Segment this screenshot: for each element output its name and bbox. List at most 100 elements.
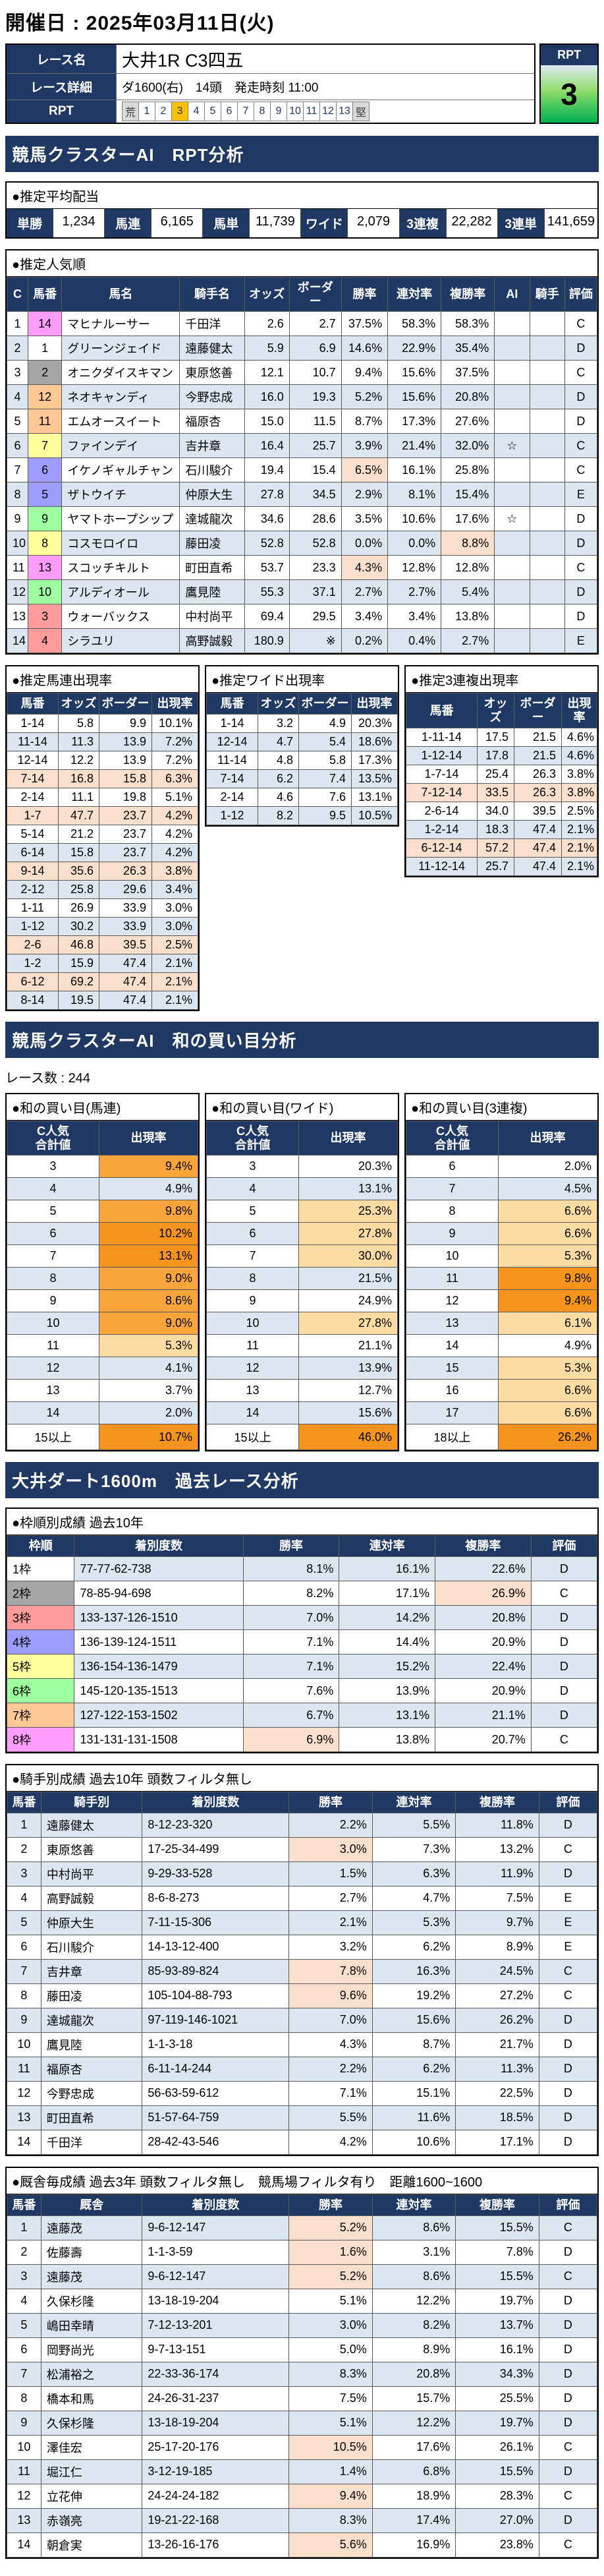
table-row: 3枠 133-137-126-1510 7.0% 14.2% 20.8% D [6, 1605, 598, 1631]
cell-ai [494, 628, 530, 654]
column-header-name: 厩舎 [40, 2194, 143, 2216]
cell-ren: 14.4% [339, 1629, 436, 1655]
cell-name: 佐藤壽 [40, 2239, 143, 2265]
cell-sum: 8 [7, 1267, 99, 1291]
cell-border: 21.5 [514, 727, 562, 747]
cell-odds: 16.8 [58, 769, 99, 789]
page-title: 開催日 : 2025年03月11日(火) [5, 13, 275, 34]
cell-pair: 1-14 [7, 714, 59, 734]
cell-num: 3 [27, 604, 63, 629]
cell-odds: 34.6 [244, 506, 290, 532]
table-row: 14 朝倉実 13-26-16-176 5.6% 16.9% 23.8% C [7, 2532, 598, 2558]
rpt-scale-row: RPT 荒 1 2 3 4 5 6 7 8 9 10 11 12 13 堅 [5, 100, 535, 124]
cell-record: 14-13-12-400 [142, 1934, 290, 1960]
cell-num: 6 [7, 1934, 41, 1960]
table-row: 14 千田洋 28-42-43-546 4.2% 10.6% 17.1% D [7, 2129, 598, 2155]
cell-jockey: 達城龍次 [179, 506, 245, 532]
table-row: 10 澤佳宏 25-17-20-176 10.5% 17.6% 26.1% C [7, 2434, 598, 2460]
cell-rate: 13.1% [351, 788, 398, 807]
table-row: 12 10 アルディオール 鷹見陸 55.3 37.1 2.7% 2.7% 5.4% D [7, 579, 598, 605]
column-header-ren: 連対率 [387, 276, 442, 312]
cell-rate: 8.6% [99, 1289, 198, 1313]
cell-ren: 19.2% [371, 1983, 456, 2008]
table-row: 11-12-14 25.7 47.4 2.1% [406, 856, 597, 876]
table-row: 5枠 136-154-136-1479 7.1% 15.2% 22.4% D [6, 1654, 598, 1680]
cell-odds: 6.2 [258, 769, 299, 789]
cell-rate: 13.5% [351, 769, 398, 789]
cell-pair: 2-14 [206, 788, 258, 807]
cell-fuku: 17.6% [441, 506, 495, 532]
payout-value: 11,739 [250, 209, 302, 237]
cell-kishu [529, 311, 565, 337]
cell-rate: 20.3% [351, 714, 398, 734]
payout-label: 3連単 [497, 209, 545, 237]
cell-eval: D [530, 1678, 598, 1704]
cell-border: 15.8 [99, 769, 152, 789]
table-row: 12 4.1% [7, 1357, 198, 1380]
cell-fuku: 19.7% [455, 2410, 539, 2436]
table-row: 3 中村尚平 9-29-33-528 1.5% 6.3% 11.9% D [7, 1861, 598, 1887]
cell-win: 8.3% [288, 2507, 373, 2533]
cell-eval: C [530, 1727, 598, 1753]
cell-odds: 53.7 [244, 555, 290, 581]
data-table: C人気 合計値 出現率 3 9.4% 4 4.9% 5 9.8% 6 10.2% 7 13.1% 8 9.… [7, 1121, 198, 1451]
cell-rate: 10.1% [151, 714, 198, 734]
cell-sum: 14 [406, 1334, 499, 1358]
table-row: 13 12.7% [206, 1379, 398, 1403]
cell-odds: 15.9 [58, 954, 99, 974]
cell-odds: 30.2 [58, 917, 99, 937]
cell-sum: 13 [406, 1312, 499, 1335]
cell-eval: C [530, 1581, 598, 1606]
cell-pair: 6-12-14 [406, 838, 478, 858]
cell-kishu [529, 506, 565, 532]
cell-win: 0.2% [341, 628, 389, 654]
column-header-ai: AI [494, 276, 530, 312]
column-header-pair: 馬番 [7, 693, 59, 715]
cell-eval: E [538, 1885, 598, 1911]
table-row: 8 6.6% [406, 1200, 597, 1223]
cell-odds: 19.4 [244, 457, 290, 483]
cell-ren: 15.2% [339, 1654, 436, 1680]
payout-label: ワイド [301, 209, 348, 237]
cell-rate: 5.3% [498, 1244, 597, 1268]
cell-c: 4 [7, 384, 28, 410]
cell-ren: 14.2% [339, 1605, 436, 1631]
cell-name: シラユリ [61, 628, 180, 654]
cell-rate: 4.1% [99, 1357, 198, 1380]
cell-rate: 9.4% [498, 1289, 597, 1313]
cell-ai [494, 531, 530, 556]
average-payout-strip: 単勝 1,234 馬連 6,165 馬単 11,739 ワイド 2,079 3連複 22,282 3… [7, 209, 597, 237]
cell-record: 13-18-19-204 [142, 2288, 290, 2314]
cell-pair: 1-11 [7, 898, 59, 918]
race-name-row: レース名 大井1R C3四五 [5, 44, 535, 74]
cell-ren: 5.3% [371, 1910, 456, 1935]
rpt-scale-cell: 荒 1 2 3 4 5 6 7 8 9 10 11 12 13 堅 [116, 100, 535, 124]
cell-name: 藤田凌 [40, 1983, 143, 2008]
cell-win: 3.4% [341, 604, 389, 629]
cell-win: 5.1% [288, 2410, 373, 2436]
table-row: 7 6 イケノギャルチャン 石川駿介 19.4 15.4 6.5% 16.1% 25.8% C [7, 457, 598, 483]
cell-pair: 1-14 [206, 714, 258, 734]
cell-num: 6 [27, 457, 63, 483]
table-row: 6-12-14 57.2 47.4 2.1% [406, 838, 597, 858]
cell-name: 松浦裕之 [40, 2361, 143, 2387]
cell-ren: 10.6% [371, 2129, 456, 2155]
cell-pair: 6-12 [7, 972, 59, 992]
cell-kishu [529, 579, 565, 605]
table-row: 13 町田直希 51-57-64-759 5.5% 11.6% 18.5% D [7, 2105, 598, 2130]
cell-rate: 6.1% [498, 1312, 597, 1335]
cell-pair: 12-14 [7, 751, 59, 771]
table-row: 6 岡野尚光 9-7-13-151 5.0% 8.9% 16.1% D [7, 2337, 598, 2362]
cell-eval: D [564, 579, 598, 605]
header-row: C人気 合計値 出現率 [7, 1121, 198, 1156]
wa-umaren-box: ●和の買い目(馬連) C人気 合計値 出現率 3 9.4% 4 4.9% 5 9.8% 6 10.… [5, 1093, 200, 1452]
table-row: 1枠 77-77-62-738 8.1% 16.1% 22.6% D [6, 1556, 598, 1582]
cell-ren: 13.8% [339, 1727, 436, 1753]
cell-sum: 10 [406, 1244, 499, 1268]
cell-record: 7-11-15-306 [142, 1910, 290, 1935]
cell-odds: 27.8 [244, 482, 290, 508]
column-header-num: 馬番 [7, 1792, 41, 1813]
cell-eval: D [564, 531, 598, 556]
cell-num: 7 [7, 1958, 41, 1984]
table-row: 6 10.2% [7, 1222, 198, 1246]
